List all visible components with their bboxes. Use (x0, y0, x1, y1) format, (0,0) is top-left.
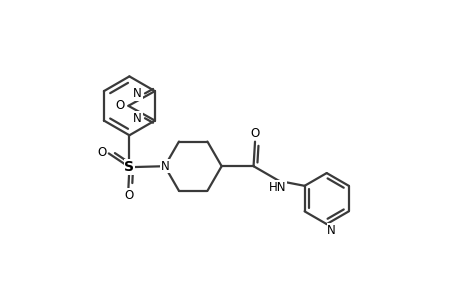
Text: O: O (250, 127, 259, 140)
Text: O: O (124, 189, 134, 202)
Text: HN: HN (269, 181, 286, 194)
Text: N: N (161, 160, 169, 173)
Text: N: N (326, 224, 335, 237)
Text: O: O (97, 146, 106, 159)
Text: S: S (124, 160, 134, 174)
Text: N: N (133, 87, 142, 100)
Text: N: N (133, 112, 142, 124)
Text: O: O (115, 99, 124, 112)
